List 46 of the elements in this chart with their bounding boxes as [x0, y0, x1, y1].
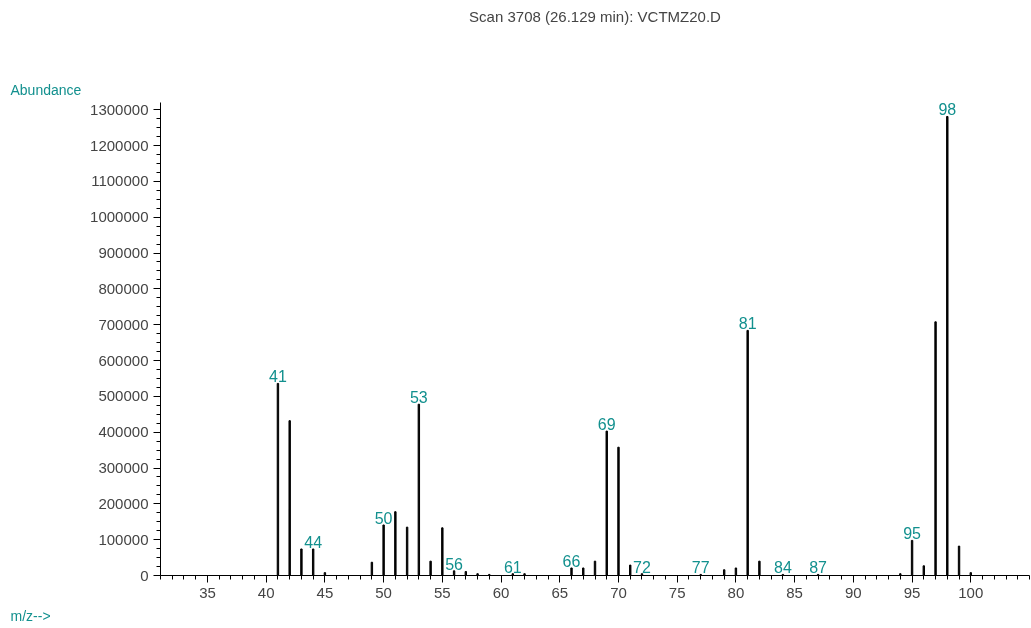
x-tick-label: 40	[257, 583, 275, 601]
annotation: 53	[409, 389, 428, 407]
y-tick-label: 700000	[98, 315, 149, 333]
x-tick-label: 85	[786, 583, 803, 601]
annotation: 95	[903, 525, 922, 543]
x-tick-label: 90	[845, 583, 862, 601]
x-tick-label: 70	[610, 583, 627, 601]
y-tick-label: 0	[140, 566, 149, 584]
annotation: 61	[503, 558, 522, 576]
x-tick-label: 100	[958, 583, 984, 601]
y-tick-label: 1300000	[90, 100, 149, 118]
x-axis-title: m/z-->	[10, 607, 51, 624]
x-tick-label: 60	[492, 583, 510, 601]
y-axis-title: Abundance	[10, 81, 82, 98]
x-tick-label: 75	[668, 583, 686, 601]
x-tick-label: 80	[727, 583, 745, 601]
x-tick-label: 65	[551, 583, 569, 601]
x-tick-label: 95	[903, 583, 921, 601]
y-tick-label: 1200000	[90, 136, 149, 154]
annotation: 44	[304, 533, 323, 551]
y-tick-label: 400000	[98, 423, 149, 441]
annotation: 66	[562, 552, 581, 570]
x-tick-label: 35	[199, 583, 216, 601]
y-tick-label: 200000	[98, 494, 149, 512]
annotation: 98	[938, 101, 957, 119]
y-tick-label: 600000	[98, 351, 149, 369]
y-tick-label: 1000000	[90, 208, 149, 226]
x-tick-label: 55	[434, 583, 451, 601]
y-tick-label: 100000	[98, 530, 149, 548]
annotation: 87	[809, 559, 828, 577]
y-tick-label: 500000	[98, 387, 149, 405]
x-tick-label: 50	[375, 583, 392, 601]
y-tick-label: 900000	[98, 244, 149, 261]
annotation: 77	[691, 559, 710, 577]
annotation: 72	[633, 558, 651, 576]
annotation: 41	[269, 368, 287, 386]
annotation: 56	[445, 555, 464, 573]
chart-title: Scan 3708 (26.129 min): VCTMZ20.D	[469, 7, 722, 25]
annotation: 84	[773, 559, 792, 577]
annotation: 69	[597, 416, 616, 434]
x-tick-label: 45	[316, 583, 334, 601]
annotation: 50	[374, 509, 393, 527]
y-tick-label: 1100000	[91, 172, 149, 190]
y-tick-label: 800000	[98, 279, 149, 297]
y-tick-label: 300000	[98, 459, 149, 476]
annotation: 81	[738, 315, 757, 333]
